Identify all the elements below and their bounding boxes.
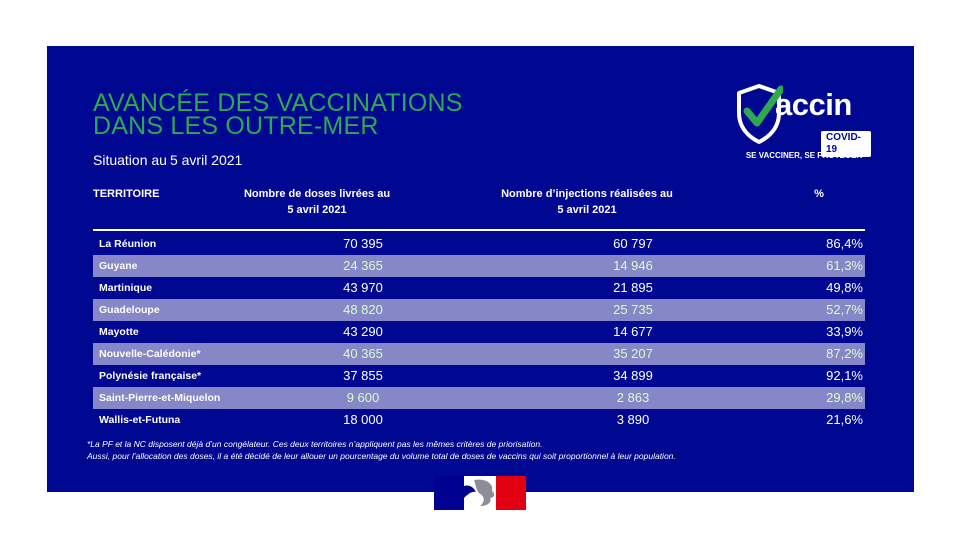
injections-cell: 35 207 — [613, 346, 653, 361]
table-row: Martinique 43 970 21 895 49,8% — [93, 277, 865, 299]
territory-cell: Mayotte — [99, 326, 139, 338]
table-row: Mayotte 43 290 14 677 33,9% — [93, 321, 865, 343]
header-injections-line2: 5 avril 2021 — [557, 204, 617, 216]
percent-cell: 29,8% — [826, 390, 863, 405]
footnote-line-2: Aussi, pour l’allocation des doses, il a… — [87, 451, 676, 461]
logo-wordmark: accin — [775, 87, 852, 122]
territory-cell: Martinique — [99, 282, 153, 294]
doses-cell: 9 600 — [346, 390, 380, 405]
header-percent: % — [814, 188, 824, 200]
territory-cell: Guadeloupe — [99, 304, 160, 316]
vaccin-logo: accin COVID-19 SE VACCINER, SE PROTÉGER — [735, 83, 871, 169]
percent-cell: 33,9% — [826, 324, 863, 339]
injections-cell: 14 677 — [613, 324, 653, 339]
injections-cell: 2 863 — [616, 390, 650, 405]
doses-cell: 43 970 — [343, 280, 383, 295]
header-doses: Nombre de doses livrées au 5 avril 2021 — [227, 186, 407, 218]
territory-cell: Nouvelle-Calédonie* — [99, 348, 201, 360]
doses-cell: 37 855 — [343, 368, 383, 383]
doses-cell: 43 290 — [343, 324, 383, 339]
territory-cell: Saint-Pierre-et-Miquelon — [99, 392, 221, 404]
header-territory: TERRITOIRE — [93, 188, 160, 200]
header-doses-line1: Nombre de doses livrées au — [243, 188, 391, 200]
table-row: Wallis-et-Futuna 18 000 3 890 21,6% — [93, 409, 865, 431]
percent-cell: 86,4% — [826, 236, 863, 251]
table-row: Guadeloupe 48 820 25 735 52,7% — [93, 299, 865, 321]
footnotes: *La PF et la NC disposent déjà d’un cong… — [87, 438, 676, 462]
footnote-line-1: *La PF et la NC disposent déjà d’un cong… — [87, 439, 543, 449]
percent-cell: 49,8% — [826, 280, 863, 295]
shield-check-icon — [737, 84, 783, 144]
table-row: Polynésie française* 37 855 34 899 92,1% — [93, 365, 865, 387]
table-row: Saint-Pierre-et-Miquelon 9 600 2 863 29,… — [93, 387, 865, 409]
percent-cell: 21,6% — [826, 412, 863, 427]
percent-cell: 61,3% — [826, 258, 863, 273]
percent-cell: 52,7% — [826, 302, 863, 317]
marianne-logo-icon — [434, 476, 526, 510]
table-row: Guyane 24 365 14 946 61,3% — [93, 255, 865, 277]
territory-cell: La Réunion — [99, 238, 157, 250]
doses-cell: 24 365 — [343, 258, 383, 273]
doses-cell: 18 000 — [343, 412, 383, 427]
subtitle: Situation au 5 avril 2021 — [93, 152, 242, 168]
doses-cell: 40 365 — [343, 346, 383, 361]
header-injections: Nombre d’injections réalisées au 5 avril… — [477, 186, 697, 218]
title-line-1: AVANCÉE DES VACCINATIONS — [93, 89, 463, 117]
territory-cell: Guyane — [99, 260, 138, 272]
injections-cell: 14 946 — [613, 258, 653, 273]
doses-cell: 70 395 — [343, 236, 383, 251]
percent-cell: 87,2% — [826, 346, 863, 361]
percent-cell: 92,1% — [826, 368, 863, 383]
header-doses-line2: 5 avril 2021 — [287, 204, 347, 216]
table-row: La Réunion 70 395 60 797 86,4% — [93, 233, 865, 255]
subtitle-date: 5 avril 2021 — [169, 152, 243, 168]
covid-badge: COVID-19 — [821, 131, 871, 157]
header-divider — [93, 229, 865, 231]
logo-slogan: SE VACCINER, SE PROTÉGER — [745, 151, 863, 160]
header-injections-line1: Nombre d’injections réalisées au — [501, 188, 673, 200]
territory-cell: Wallis-et-Futuna — [99, 414, 181, 426]
injections-cell: 60 797 — [613, 236, 653, 251]
title-line-2: DANS LES OUTRE-MER — [93, 112, 379, 140]
injections-cell: 25 735 — [613, 302, 653, 317]
injections-cell: 21 895 — [613, 280, 653, 295]
infographic-panel: AVANCÉE DES VACCINATIONS DANS LES OUTRE-… — [47, 46, 914, 492]
doses-cell: 48 820 — [343, 302, 383, 317]
page-title: AVANCÉE DES VACCINATIONS DANS LES OUTRE-… — [93, 89, 463, 140]
table-row: Nouvelle-Calédonie* 40 365 35 207 87,2% — [93, 343, 865, 365]
territory-cell: Polynésie française* — [99, 370, 202, 382]
subtitle-prefix: Situation au — [93, 152, 167, 168]
injections-cell: 3 890 — [616, 412, 650, 427]
data-table: La Réunion 70 395 60 797 86,4% Guyane 24… — [93, 233, 865, 431]
injections-cell: 34 899 — [613, 368, 653, 383]
